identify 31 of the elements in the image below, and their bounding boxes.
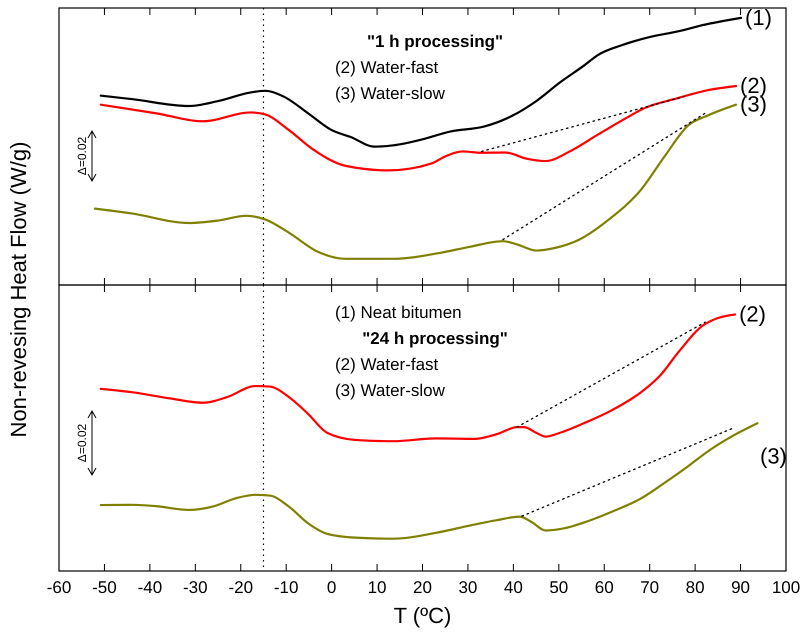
x-tick-label: 50 <box>549 578 568 597</box>
x-tick-label: -40 <box>138 578 162 597</box>
annotation: (2) Water-fast <box>335 355 439 374</box>
x-tick-label: 10 <box>368 578 387 597</box>
annotation: Δ=0.02 <box>75 136 89 176</box>
annotation: "24 h processing" <box>362 329 508 348</box>
x-tick-label: 100 <box>772 578 800 597</box>
annotation: "1 h processing" <box>366 32 504 51</box>
annotation: (3) Water-slow <box>335 381 446 400</box>
x-tick-label: 60 <box>594 578 614 597</box>
annotation: (1) Neat bitumen <box>335 303 462 322</box>
x-tick-label: 70 <box>640 578 660 597</box>
x-tick-label: -50 <box>92 578 117 597</box>
x-tick-label: -30 <box>183 578 208 597</box>
x-tick-label: -60 <box>46 578 72 597</box>
annotation: (3) Water-slow <box>335 84 446 103</box>
x-tick-label: 90 <box>731 578 750 597</box>
x-tick-label: 80 <box>686 578 705 597</box>
annotation: Δ=0.02 <box>75 423 89 462</box>
series-label: (3) <box>760 443 787 468</box>
x-tick-label: -10 <box>274 578 298 597</box>
x-tick-label: 20 <box>413 578 432 597</box>
x-tick-label: 40 <box>504 578 523 597</box>
x-tick-label: -20 <box>228 578 254 597</box>
series-label: (2) <box>739 302 766 326</box>
x-tick-label: 0 <box>326 578 336 597</box>
legend-label: (1) <box>745 4 772 30</box>
annotation: (2) Water-fast <box>335 58 439 77</box>
x-axis-title: T (ºC) <box>394 603 452 628</box>
y-axis-title: Non-revesing Heat Flow (W/g) <box>6 142 31 438</box>
x-tick-label: 30 <box>458 578 478 597</box>
